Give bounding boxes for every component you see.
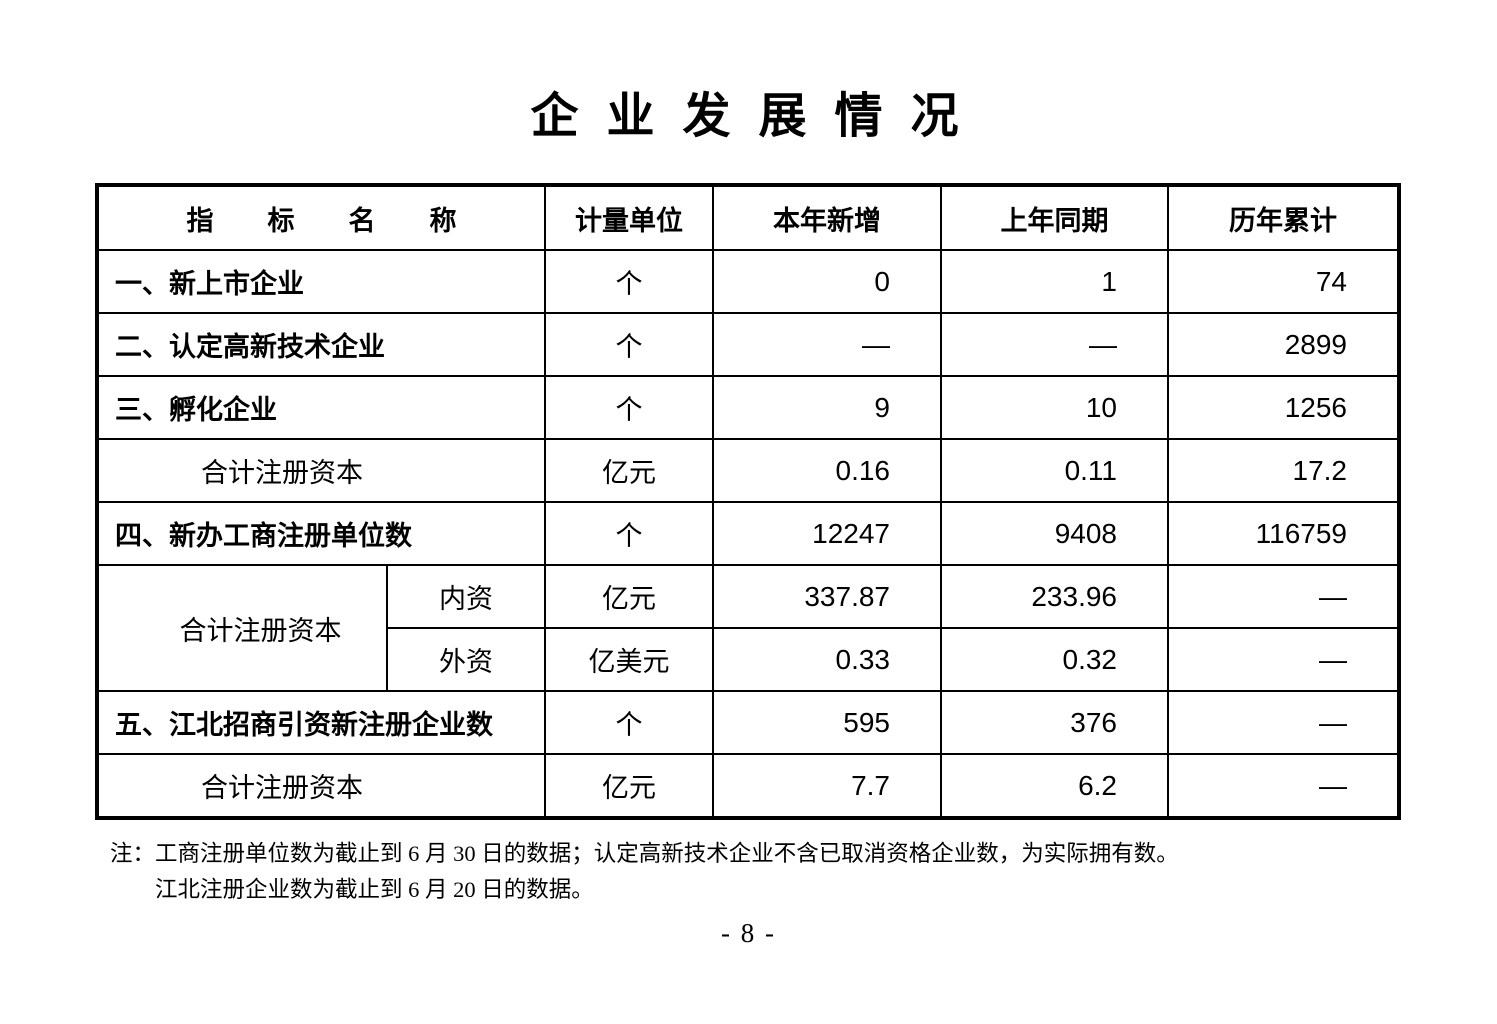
table-row: 四、新办工商注册单位数 个 12247 9408 116759	[96, 501, 1400, 566]
table-row: 合计注册资本 亿元 0.16 0.11 17.2	[96, 438, 1400, 503]
cell-current: 9	[712, 375, 942, 440]
table-row: 外资 亿美元 0.33 0.32 —	[97, 627, 1400, 692]
footnotes: 注：工商注册单位数为截止到 6 月 30 日的数据；认定高新技术企业不含已取消资…	[110, 836, 1430, 908]
cell-current: 0	[712, 249, 942, 314]
table-row: 合计注册资本 亿元 7.7 6.2 —	[96, 753, 1400, 819]
cell-last: —	[940, 312, 1169, 377]
cell-indicator: 合计注册资本	[96, 438, 546, 503]
page-title: 企 业 发 展 情 况	[530, 90, 967, 143]
cell-total: —	[1167, 690, 1400, 755]
cell-last: 233.96	[940, 564, 1169, 629]
cell-unit: 个	[544, 501, 714, 566]
cell-current: 595	[712, 690, 942, 755]
enterprise-development-table: 指 标 名 称 计量单位 本年新增 上年同期 历年累计 一、新上市企业 个 0 …	[95, 183, 1401, 820]
cell-unit: 亿元	[544, 753, 714, 819]
cell-total: 2899	[1167, 312, 1400, 377]
header-cumulative: 历年累计	[1167, 184, 1400, 251]
header-prev-year: 上年同期	[940, 184, 1169, 251]
table-row: 三、孵化企业 个 9 10 1256	[96, 375, 1400, 440]
cell-total: 74	[1167, 249, 1400, 314]
cell-indicator: 二、认定高新技术企业	[96, 312, 546, 377]
footnote-line: 注：工商注册单位数为截止到 6 月 30 日的数据；认定高新技术企业不含已取消资…	[110, 841, 1179, 866]
cell-indicator: 三、孵化企业	[96, 375, 546, 440]
footnote-line: 江北注册企业数为截止到 6 月 20 日的数据。	[155, 877, 594, 902]
cell-indicator: 合计注册资本	[96, 753, 546, 819]
cell-indicator: 一、新上市企业	[96, 249, 546, 314]
cell-last: 9408	[940, 501, 1169, 566]
header-indicator: 指 标 名 称	[96, 184, 546, 251]
page-number: - 8 -	[721, 918, 776, 948]
header-current-year: 本年新增	[712, 184, 942, 251]
cell-unit: 个	[544, 375, 714, 440]
cell-current: 0.33	[712, 627, 942, 692]
header-unit: 计量单位	[544, 184, 714, 251]
cell-unit: 个	[544, 312, 714, 377]
cell-subindicator: 内资	[386, 564, 546, 629]
header-row: 指 标 名 称 计量单位 本年新增 上年同期 历年累计	[96, 184, 1400, 251]
cell-indicator: 四、新办工商注册单位数	[96, 501, 546, 566]
cell-current: 337.87	[712, 564, 942, 629]
cell-last: 1	[940, 249, 1169, 314]
cell-unit: 亿元	[544, 438, 714, 503]
cell-last: 6.2	[940, 753, 1169, 819]
cell-current: —	[712, 312, 942, 377]
cell-total: 116759	[1167, 501, 1400, 566]
table-row: 二、认定高新技术企业 个 — — 2899	[96, 312, 1400, 377]
cell-last: 10	[940, 375, 1169, 440]
cell-current: 12247	[712, 501, 942, 566]
cell-subindicator: 外资	[386, 627, 546, 692]
cell-indicator-merged: 合计注册资本	[96, 564, 388, 692]
cell-last: 0.32	[940, 627, 1169, 692]
cell-unit: 个	[544, 690, 714, 755]
cell-last: 376	[940, 690, 1169, 755]
cell-total: —	[1167, 564, 1400, 629]
table-row: 一、新上市企业 个 0 1 74	[96, 249, 1400, 314]
cell-last: 0.11	[940, 438, 1169, 503]
cell-total: —	[1167, 627, 1400, 692]
cell-current: 7.7	[712, 753, 942, 819]
cell-unit: 亿元	[544, 564, 714, 629]
cell-unit: 个	[544, 249, 714, 314]
cell-total: 1256	[1167, 375, 1400, 440]
cell-total: 17.2	[1167, 438, 1400, 503]
table-row: 合计注册资本 内资 亿元 337.87 233.96 —	[96, 564, 1400, 692]
cell-unit: 亿美元	[544, 627, 714, 692]
cell-current: 0.16	[712, 438, 942, 503]
cell-indicator: 五、江北招商引资新注册企业数	[96, 690, 546, 755]
table-row: 五、江北招商引资新注册企业数 个 595 376 —	[96, 690, 1400, 755]
cell-total: —	[1167, 753, 1400, 819]
